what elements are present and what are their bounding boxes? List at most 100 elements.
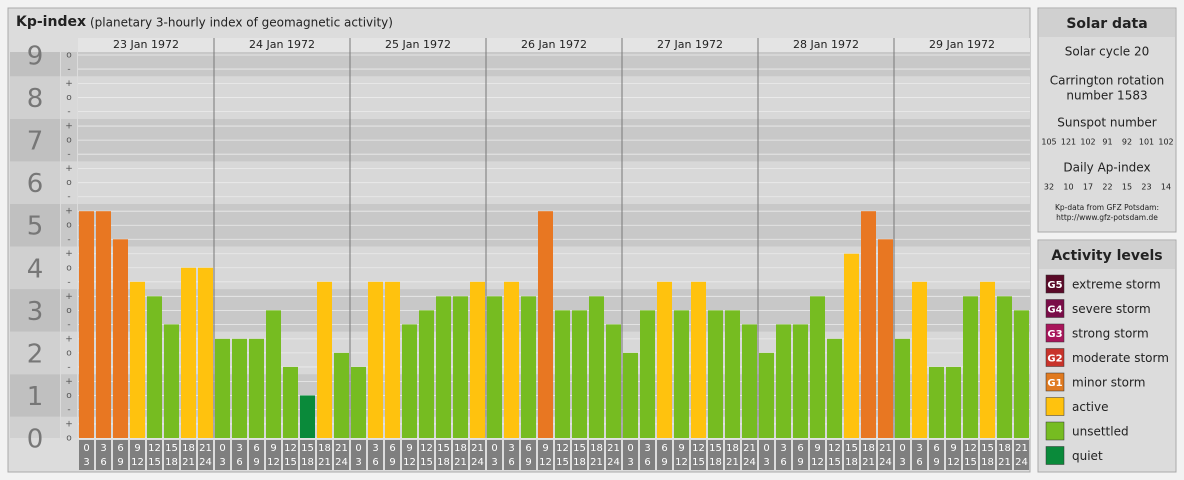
label-band [10, 416, 60, 438]
solar-cycle: Solar cycle 20 [1065, 45, 1150, 59]
hour-end: 18 [709, 457, 722, 468]
hour-box [572, 440, 587, 470]
hour-end: 3 [219, 457, 225, 468]
hour-start: 15 [981, 443, 994, 454]
y-tick-label: 8 [27, 84, 44, 114]
bar [759, 352, 774, 438]
label-band [10, 52, 60, 77]
y-tick-label: 4 [27, 254, 44, 284]
bar [623, 352, 638, 438]
hour-start: 6 [525, 443, 531, 454]
y-subtick-label: - [67, 150, 70, 160]
hour-box [453, 440, 468, 470]
label-band [10, 118, 60, 162]
sublabel-band [61, 118, 77, 162]
bar [606, 324, 621, 438]
hour-box [708, 440, 723, 470]
hour-box [521, 440, 536, 470]
hour-start: 12 [828, 443, 841, 454]
bar [929, 366, 944, 438]
hour-end: 15 [964, 457, 977, 468]
hour-end: 24 [879, 457, 892, 468]
hour-end: 12 [131, 457, 144, 468]
label-band [10, 76, 60, 119]
solar-number: 22 [1102, 183, 1112, 192]
hour-start: 6 [661, 443, 667, 454]
hour-box [334, 440, 349, 470]
hour-start: 9 [950, 443, 956, 454]
date-label: 24 Jan 1972 [249, 38, 315, 51]
ap-label: Daily Ap-index [1063, 161, 1150, 175]
activity-title-bg [1039, 241, 1175, 269]
hour-box [725, 440, 740, 470]
bar [980, 281, 995, 438]
hour-box [215, 440, 230, 470]
hour-start: 21 [199, 443, 212, 454]
legend-label: extreme storm [1072, 278, 1161, 292]
hour-start: 18 [590, 443, 603, 454]
hour-start: 12 [420, 443, 433, 454]
hour-end: 9 [253, 457, 259, 468]
hour-start: 15 [845, 443, 858, 454]
bar [147, 296, 162, 438]
bar [283, 366, 298, 438]
y-subtick-label: - [67, 405, 70, 415]
label-band [10, 203, 60, 247]
hour-box [385, 440, 400, 470]
hour-start: 3 [508, 443, 514, 454]
hour-box [776, 440, 791, 470]
hour-end: 15 [556, 457, 569, 468]
hour-box [878, 440, 893, 470]
hour-box [300, 440, 315, 470]
hour-end: 6 [100, 457, 106, 468]
bar [555, 310, 570, 438]
hour-start: 3 [644, 443, 650, 454]
hour-start: 15 [437, 443, 450, 454]
date-row [78, 38, 1030, 52]
hour-box [436, 440, 451, 470]
activity-title: Activity levels [1051, 248, 1162, 264]
hour-start: 12 [148, 443, 161, 454]
hour-start: 15 [165, 443, 178, 454]
bar [487, 296, 502, 438]
bar [1014, 310, 1029, 438]
hour-start: 6 [389, 443, 395, 454]
hour-box [793, 440, 808, 470]
bar [470, 281, 485, 438]
y-subtick-label: o [66, 136, 72, 146]
bar [589, 296, 604, 438]
hour-end: 6 [780, 457, 786, 468]
legend-badge: G2 [1047, 354, 1062, 365]
y-subtick-label: o [66, 51, 72, 61]
hour-start: 3 [100, 443, 106, 454]
hour-start: 21 [471, 443, 484, 454]
hour-start: 18 [182, 443, 195, 454]
bar [895, 338, 910, 438]
hour-box [861, 440, 876, 470]
bar [385, 281, 400, 438]
bar [317, 281, 332, 438]
bar [130, 281, 145, 438]
hour-box [164, 440, 179, 470]
bar [300, 395, 315, 438]
y-subtick-label: + [65, 377, 73, 387]
hour-end: 12 [267, 457, 280, 468]
hour-end: 24 [607, 457, 620, 468]
bar [368, 281, 383, 438]
hour-box [232, 440, 247, 470]
y-subtick-label: + [65, 122, 73, 132]
solar-number: 101 [1139, 138, 1154, 147]
solar-number: 15 [1122, 183, 1132, 192]
hour-box [351, 440, 366, 470]
bar [861, 211, 876, 438]
hour-box [606, 440, 621, 470]
solar-number: 32 [1044, 183, 1054, 192]
hour-end: 6 [372, 457, 378, 468]
hour-start: 9 [406, 443, 412, 454]
hour-box [946, 440, 961, 470]
source: http://www.gfz-potsdam.de [1056, 213, 1158, 222]
legend-swatch [1045, 274, 1065, 294]
hour-end: 21 [182, 457, 195, 468]
y-subtick-label: - [67, 320, 70, 330]
